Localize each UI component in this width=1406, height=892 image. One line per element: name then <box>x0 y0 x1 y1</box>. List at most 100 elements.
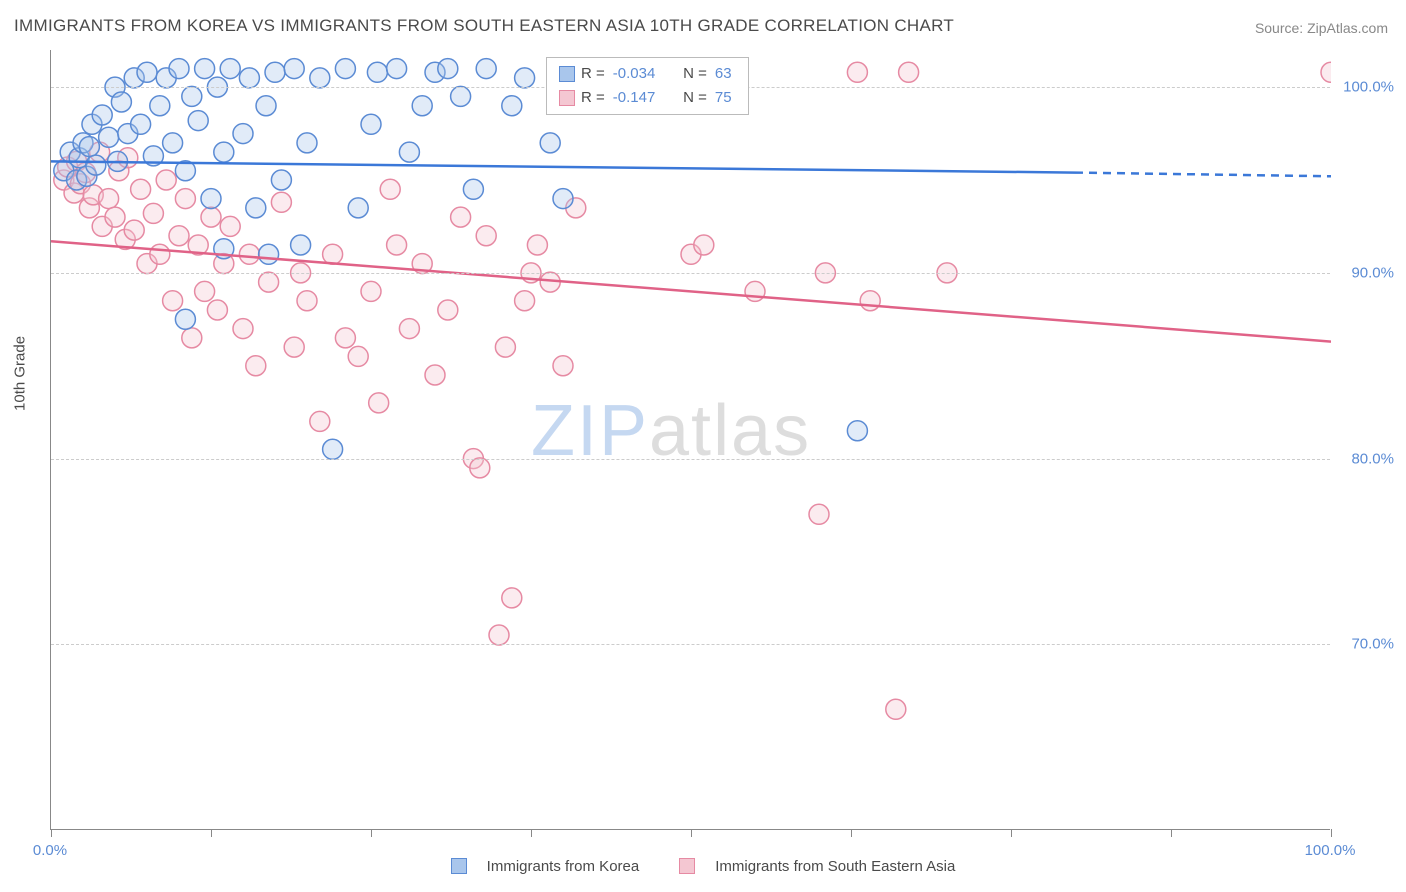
scatter-point <box>214 142 234 162</box>
r-value: -0.147 <box>613 86 671 110</box>
gridline-h <box>51 644 1330 645</box>
scatter-point <box>131 179 151 199</box>
legend-swatch <box>679 858 695 874</box>
n-label: N = <box>675 62 707 86</box>
scatter-point <box>348 198 368 218</box>
source-link[interactable]: ZipAtlas.com <box>1307 20 1388 36</box>
r-value: -0.034 <box>613 62 671 86</box>
scatter-point <box>451 86 471 106</box>
scatter-point <box>438 300 458 320</box>
legend-label: Immigrants from South Eastern Asia <box>715 858 955 875</box>
scatter-point <box>169 59 189 79</box>
scatter-point <box>124 220 144 240</box>
scatter-point <box>265 62 285 82</box>
scatter-point <box>847 62 867 82</box>
n-value: 75 <box>715 86 732 110</box>
x-tick <box>1011 829 1012 837</box>
x-tick <box>211 829 212 837</box>
y-tick-label: 80.0% <box>1351 450 1394 467</box>
r-label: R = <box>581 86 605 110</box>
scatter-point <box>387 235 407 255</box>
scatter-point <box>380 179 400 199</box>
legend-stat-row: R =-0.034 N =63 <box>559 62 736 86</box>
scatter-point <box>451 207 471 227</box>
gridline-h <box>51 273 1330 274</box>
scatter-point <box>425 365 445 385</box>
scatter-point <box>233 319 253 339</box>
scatter-point <box>476 59 496 79</box>
scatter-point <box>131 114 151 134</box>
scatter-point <box>348 346 368 366</box>
x-tick-label: 0.0% <box>33 842 67 859</box>
scatter-point <box>310 68 330 88</box>
source-attribution: Source: ZipAtlas.com <box>1255 20 1388 36</box>
legend-stat-row: R =-0.147 N =75 <box>559 86 736 110</box>
scatter-point <box>175 189 195 209</box>
series-legend: Immigrants from KoreaImmigrants from Sou… <box>0 858 1406 875</box>
scatter-point <box>143 203 163 223</box>
x-tick <box>1171 829 1172 837</box>
gridline-h <box>51 459 1330 460</box>
scatter-point <box>470 458 490 478</box>
scatter-point <box>271 192 291 212</box>
scatter-point <box>387 59 407 79</box>
scatter-point <box>540 133 560 153</box>
scatter-point <box>79 137 99 157</box>
scatter-point <box>323 244 343 264</box>
scatter-point <box>99 189 119 209</box>
scatter-point <box>463 179 483 199</box>
scatter-point <box>150 96 170 116</box>
scatter-point <box>86 155 106 175</box>
scatter-point <box>886 699 906 719</box>
scatter-point <box>553 356 573 376</box>
scatter-point <box>92 105 112 125</box>
scatter-point <box>399 319 419 339</box>
scatter-point <box>515 68 535 88</box>
y-tick-label: 70.0% <box>1351 636 1394 653</box>
scatter-point <box>502 96 522 116</box>
scatter-point <box>105 207 125 227</box>
scatter-point <box>246 356 266 376</box>
x-tick-label: 100.0% <box>1305 842 1356 859</box>
scatter-point <box>335 59 355 79</box>
scatter-point <box>195 281 215 301</box>
legend-swatch <box>559 66 575 82</box>
scatter-point <box>361 114 381 134</box>
scatter-point <box>291 235 311 255</box>
chart-title: IMMIGRANTS FROM KOREA VS IMMIGRANTS FROM… <box>14 16 954 36</box>
scatter-point <box>860 291 880 311</box>
scatter-point <box>527 235 547 255</box>
scatter-point <box>201 189 221 209</box>
scatter-point <box>175 309 195 329</box>
scatter-point <box>369 393 389 413</box>
chart-svg <box>51 50 1331 830</box>
source-label: Source: <box>1255 20 1307 36</box>
scatter-point <box>239 244 259 264</box>
scatter-point <box>502 588 522 608</box>
scatter-point <box>438 59 458 79</box>
x-tick <box>371 829 372 837</box>
regression-line <box>51 161 1075 172</box>
x-tick <box>1331 829 1332 837</box>
scatter-point <box>361 281 381 301</box>
x-tick <box>531 829 532 837</box>
legend-item: Immigrants from South Eastern Asia <box>669 858 965 875</box>
scatter-point <box>476 226 496 246</box>
scatter-point <box>847 421 867 441</box>
scatter-point <box>99 127 119 147</box>
scatter-point <box>323 439 343 459</box>
scatter-point <box>259 272 279 292</box>
scatter-point <box>195 59 215 79</box>
correlation-legend-box: R =-0.034 N =63R =-0.147 N =75 <box>546 57 749 115</box>
scatter-point <box>399 142 419 162</box>
scatter-point <box>367 62 387 82</box>
scatter-point <box>495 337 515 357</box>
n-value: 63 <box>715 62 732 86</box>
x-tick <box>851 829 852 837</box>
scatter-point <box>188 111 208 131</box>
scatter-point <box>335 328 355 348</box>
scatter-point <box>182 86 202 106</box>
scatter-point <box>489 625 509 645</box>
legend-swatch <box>559 90 575 106</box>
scatter-point <box>207 300 227 320</box>
